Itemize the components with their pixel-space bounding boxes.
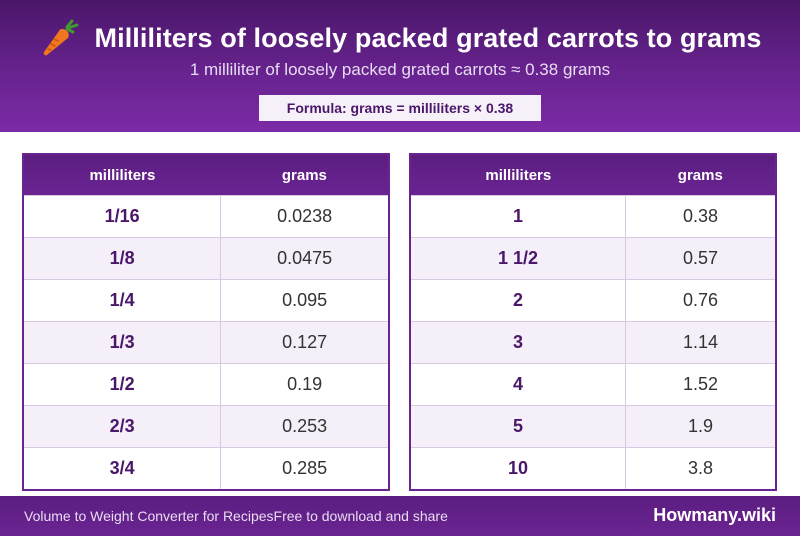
conversion-table-large: milliliters grams 1 0.38 1 1/2 0.57 2 0.76 … bbox=[409, 153, 777, 491]
milliliters-cell: 4 bbox=[410, 363, 627, 406]
subtitle: 1 milliliter of loosely packed grated ca… bbox=[189, 60, 611, 79]
table-row: 3 1.14 bbox=[410, 321, 776, 364]
milliliters-cell: 1/8 bbox=[23, 237, 222, 280]
grams-cell: 0.76 bbox=[625, 279, 776, 322]
table-row: 1/16 0.0238 bbox=[23, 195, 389, 238]
table-header-row: milliliters grams bbox=[410, 154, 776, 196]
table-row: 1/3 0.127 bbox=[23, 321, 389, 364]
column-header-milliliters: milliliters bbox=[23, 154, 221, 196]
grams-cell: 1.9 bbox=[625, 405, 776, 448]
conversion-table-small: milliliters grams 1/16 0.0238 1/8 0.0475 1… bbox=[22, 153, 390, 491]
grams-cell: 3.8 bbox=[625, 447, 776, 490]
table-row: 1/2 0.19 bbox=[23, 363, 389, 406]
grams-cell: 0.0475 bbox=[220, 237, 389, 280]
formula-box: Formula: grams = milliliters × 0.38 bbox=[259, 95, 541, 121]
grams-cell: 0.095 bbox=[220, 279, 389, 322]
table-row: 2/3 0.253 bbox=[23, 405, 389, 448]
milliliters-cell: 1 bbox=[410, 195, 627, 238]
milliliters-cell: 1/2 bbox=[23, 363, 222, 406]
grams-cell: 0.0238 bbox=[220, 195, 389, 238]
grams-cell: 0.127 bbox=[220, 321, 389, 364]
footer-share-text: Free to download and share bbox=[273, 508, 448, 524]
table-row: 2 0.76 bbox=[410, 279, 776, 322]
milliliters-cell: 1/3 bbox=[23, 321, 222, 364]
footer-converter-text: Volume to Weight Converter for Recipes bbox=[24, 508, 274, 524]
milliliters-cell: 2/3 bbox=[23, 405, 222, 448]
table-row: 1/8 0.0475 bbox=[23, 237, 389, 280]
grams-cell: 1.52 bbox=[625, 363, 776, 406]
table-header-row: milliliters grams bbox=[23, 154, 389, 196]
milliliters-cell: 1/4 bbox=[23, 279, 222, 322]
table-row: 1/4 0.095 bbox=[23, 279, 389, 322]
footer-caption: Volume to Weight Converter for RecipesFr… bbox=[24, 508, 448, 524]
milliliters-cell: 3 bbox=[410, 321, 627, 364]
table-row: 5 1.9 bbox=[410, 405, 776, 448]
milliliters-cell: 2 bbox=[410, 279, 627, 322]
grams-cell: 0.57 bbox=[625, 237, 776, 280]
carrot-icon bbox=[43, 19, 78, 56]
milliliters-cell: 10 bbox=[410, 447, 627, 490]
grams-cell: 0.253 bbox=[220, 405, 389, 448]
milliliters-cell: 1/16 bbox=[23, 195, 222, 238]
page-title: Milliliters of loosely packed grated car… bbox=[94, 22, 762, 53]
brand-logo-text: Howmany.wiki bbox=[653, 505, 776, 525]
milliliters-cell: 3/4 bbox=[23, 447, 222, 490]
milliliters-cell: 1 1/2 bbox=[410, 237, 627, 280]
milliliters-cell: 5 bbox=[410, 405, 627, 448]
grams-cell: 0.285 bbox=[220, 447, 389, 490]
table-row: 1 1/2 0.57 bbox=[410, 237, 776, 280]
table-row: 10 3.8 bbox=[410, 447, 776, 490]
title-row: Milliliters of loosely packed grated car… bbox=[0, 18, 800, 58]
table-row: 4 1.52 bbox=[410, 363, 776, 406]
header-banner: Milliliters of loosely packed grated car… bbox=[0, 0, 800, 132]
column-header-grams: grams bbox=[625, 154, 776, 196]
column-header-milliliters: milliliters bbox=[410, 154, 626, 196]
table-row: 3/4 0.285 bbox=[23, 447, 389, 490]
grams-cell: 1.14 bbox=[625, 321, 776, 364]
grams-cell: 0.38 bbox=[625, 195, 776, 238]
grams-cell: 0.19 bbox=[220, 363, 389, 406]
table-row: 1 0.38 bbox=[410, 195, 776, 238]
footer-bar: Volume to Weight Converter for RecipesFr… bbox=[0, 496, 800, 536]
column-header-grams: grams bbox=[220, 154, 389, 196]
